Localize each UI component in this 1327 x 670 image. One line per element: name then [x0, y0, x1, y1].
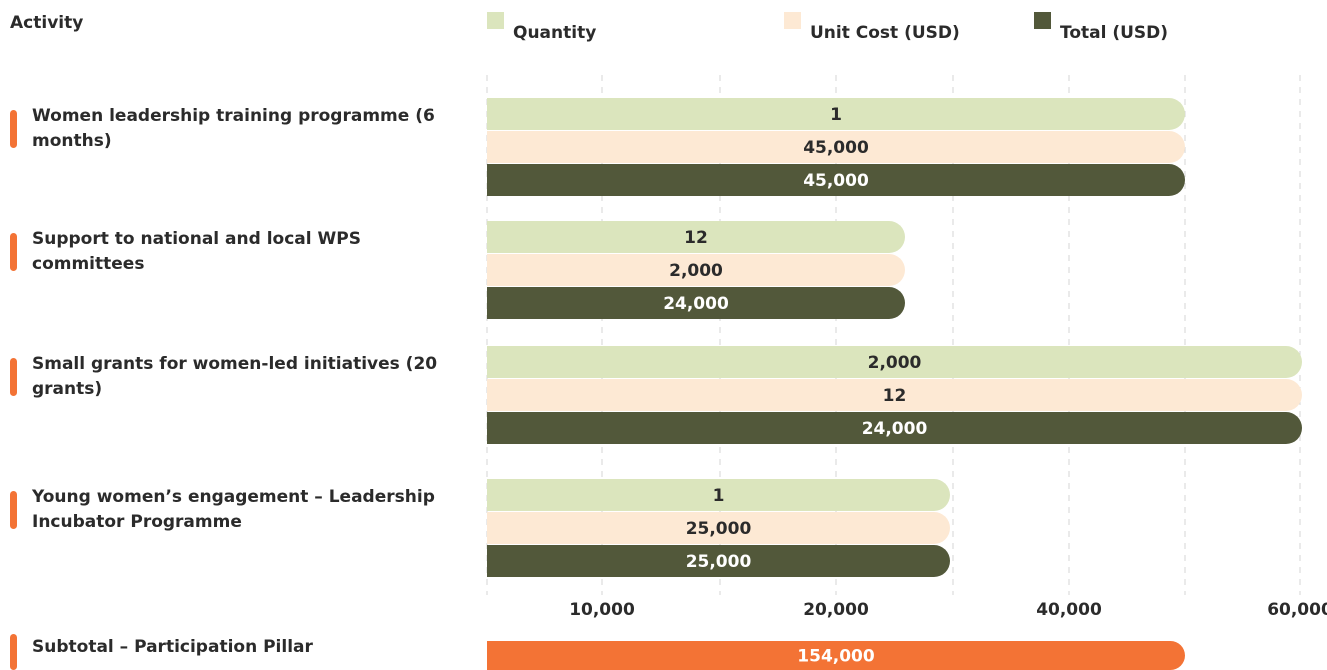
- bar-total: [487, 412, 1302, 444]
- bar-total-label: 25,000: [686, 552, 752, 572]
- legend-label: Quantity: [513, 23, 596, 43]
- bar-total: [487, 287, 905, 319]
- axis-label: 20,000: [803, 600, 869, 620]
- bar-quantity-label: 2,000: [868, 353, 922, 373]
- bar-quantity: [487, 479, 950, 511]
- legend-swatch: [784, 12, 801, 29]
- bar-quantity-label: 12: [684, 228, 708, 248]
- bar-total-label: 45,000: [803, 171, 869, 191]
- bar-unit-cost: [487, 131, 1185, 163]
- bar-total: [487, 545, 950, 577]
- row-marker: [10, 358, 17, 396]
- bar-quantity-label: 1: [830, 105, 842, 125]
- legend-swatch: [487, 12, 504, 29]
- bar-total: [487, 164, 1185, 196]
- legend-label: Total (USD): [1060, 23, 1168, 43]
- bar-unit-cost-label: 45,000: [803, 138, 869, 158]
- bar-quantity: [487, 346, 1302, 378]
- bar-quantity-label: 1: [713, 486, 725, 506]
- bar-total-label: 24,000: [663, 294, 729, 314]
- bar-subtotal: [487, 641, 1185, 670]
- bar-total-label: 24,000: [862, 419, 928, 439]
- bar-unit-cost-label: 2,000: [669, 261, 723, 281]
- axis-label: 10,000: [569, 600, 635, 620]
- activity-label: Young women’s engagement – Leadership: [31, 487, 435, 507]
- activity-label: Incubator Programme: [32, 512, 242, 532]
- axis-label: 60,000: [1267, 600, 1327, 620]
- row-marker: [10, 634, 17, 670]
- legend-label: Unit Cost (USD): [810, 23, 960, 43]
- row-marker: [10, 110, 17, 148]
- activity-label: Support to national and local WPS: [32, 229, 361, 249]
- activity-label: committees: [32, 254, 144, 274]
- row-marker: [10, 233, 17, 271]
- bar-quantity: [487, 98, 1185, 130]
- activity-label: Small grants for women-led initiatives (…: [32, 354, 437, 374]
- bar-unit-cost-label: 25,000: [686, 519, 752, 539]
- axis-label: 40,000: [1036, 600, 1102, 620]
- column-header: Activity: [10, 13, 83, 33]
- bar-subtotal-label: 154,000: [797, 647, 875, 667]
- bar-unit-cost-label: 12: [883, 386, 907, 406]
- activity-label: Women leadership training programme (6: [32, 106, 435, 126]
- activity-label: grants): [32, 379, 102, 399]
- subtotal-label: Subtotal – Participation Pillar: [32, 637, 314, 657]
- bar-unit-cost: [487, 254, 905, 286]
- bar-unit-cost: [487, 379, 1302, 411]
- legend-swatch: [1034, 12, 1051, 29]
- bar-quantity: [487, 221, 905, 253]
- activity-label: months): [32, 131, 112, 151]
- bar-unit-cost: [487, 512, 950, 544]
- row-marker: [10, 491, 17, 529]
